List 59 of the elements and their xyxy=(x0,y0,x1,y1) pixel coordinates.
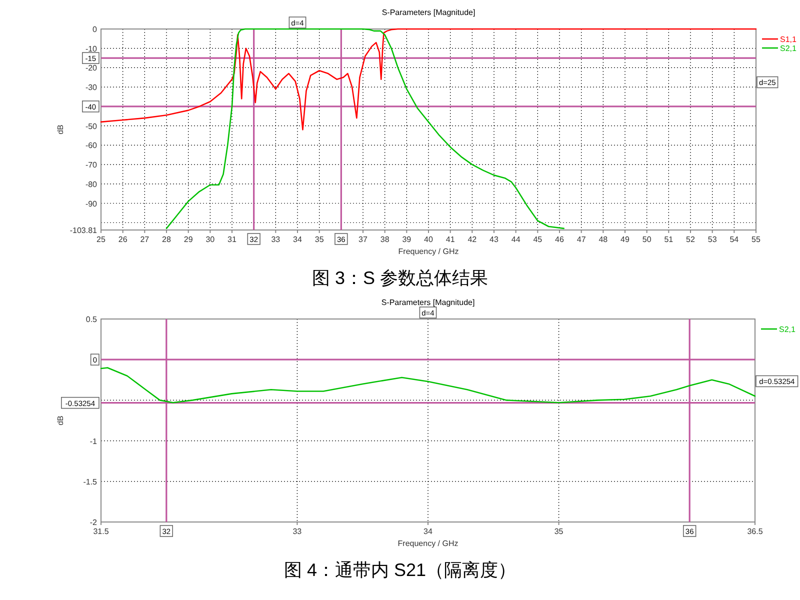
x-tick-label: 55 xyxy=(752,235,761,244)
x-tick-label: 30 xyxy=(206,235,216,244)
x-tick-label: 42 xyxy=(468,235,478,244)
x-tick-label: 50 xyxy=(642,235,652,244)
x-tick-label: 25 xyxy=(96,235,106,244)
chart-title: S-Parameters [Magnitude] xyxy=(382,8,476,17)
x-tick-label: 31 xyxy=(228,235,237,244)
y-tick-label: -80 xyxy=(85,180,98,189)
x-tick-label: 43 xyxy=(490,235,499,244)
x-tick-label: 51 xyxy=(664,235,674,244)
x-tick-label: 37 xyxy=(358,235,368,244)
y-tick-label: -90 xyxy=(85,199,98,208)
x-tick-label: 34 xyxy=(424,527,433,536)
x-tick-label: 49 xyxy=(620,235,630,244)
x-tick-label: 47 xyxy=(576,235,586,244)
x-axis-title: Frequency / GHz xyxy=(398,247,459,256)
y-tick-label: -30 xyxy=(85,83,98,92)
x-tick-label: 54 xyxy=(730,235,740,244)
x-tick-label: 40 xyxy=(424,235,434,244)
x-tick-label: 28 xyxy=(162,235,172,244)
legend-label: S2,1 xyxy=(779,325,796,334)
x-tick-label: 46 xyxy=(555,235,564,244)
x-tick-label: 27 xyxy=(140,235,150,244)
x-tick-label: 52 xyxy=(686,235,696,244)
y-tick-label: -2 xyxy=(90,518,98,527)
x-tick-label: 45 xyxy=(533,235,543,244)
y-axis-title: dB xyxy=(56,416,65,426)
y-tick-label: -60 xyxy=(85,141,98,150)
x-tick-label: 33 xyxy=(271,235,281,244)
x-tick-label: 34 xyxy=(293,235,302,244)
legend-label: S2,1 xyxy=(780,44,798,53)
x-tick-label: 36.5 xyxy=(747,527,764,536)
y-tick-label: -1.5 xyxy=(83,477,98,486)
caption: 图 4：通带内 S21（隔离度） xyxy=(284,560,516,580)
x-tick-label: 33 xyxy=(292,527,302,536)
x-tick-label: 38 xyxy=(380,235,390,244)
x-tick-label: 48 xyxy=(598,235,608,244)
x-tick-label: 39 xyxy=(402,235,412,244)
y-tick-label: -103.81 xyxy=(70,226,98,235)
y-tick-label: 0.5 xyxy=(86,315,98,324)
chart-title: S-Parameters [Magnitude] xyxy=(381,298,475,307)
y-tick-label: -20 xyxy=(85,64,98,73)
x-tick-label: 44 xyxy=(511,235,521,244)
y-tick-label: -10 xyxy=(85,44,98,54)
x-tick-label: 26 xyxy=(118,235,128,244)
legend-label: S1,1 xyxy=(780,35,798,44)
x-axis-title: Frequency / GHz xyxy=(398,539,458,548)
x-tick-label: 35 xyxy=(314,235,324,244)
y-tick-label: -70 xyxy=(85,160,98,170)
x-tick-label: 31.5 xyxy=(93,527,110,536)
y-axis-title: dB xyxy=(56,124,65,134)
y-tick-label: -1 xyxy=(90,436,98,446)
caption: 图 3：S 参数总体结果 xyxy=(312,268,488,288)
x-tick-label: 35 xyxy=(554,527,564,536)
x-tick-label: 29 xyxy=(184,235,194,244)
y-tick-label: -50 xyxy=(85,122,98,131)
y-tick-label: 0 xyxy=(92,25,98,34)
x-tick-label: 53 xyxy=(708,235,718,244)
x-tick-label: 41 xyxy=(446,235,456,244)
